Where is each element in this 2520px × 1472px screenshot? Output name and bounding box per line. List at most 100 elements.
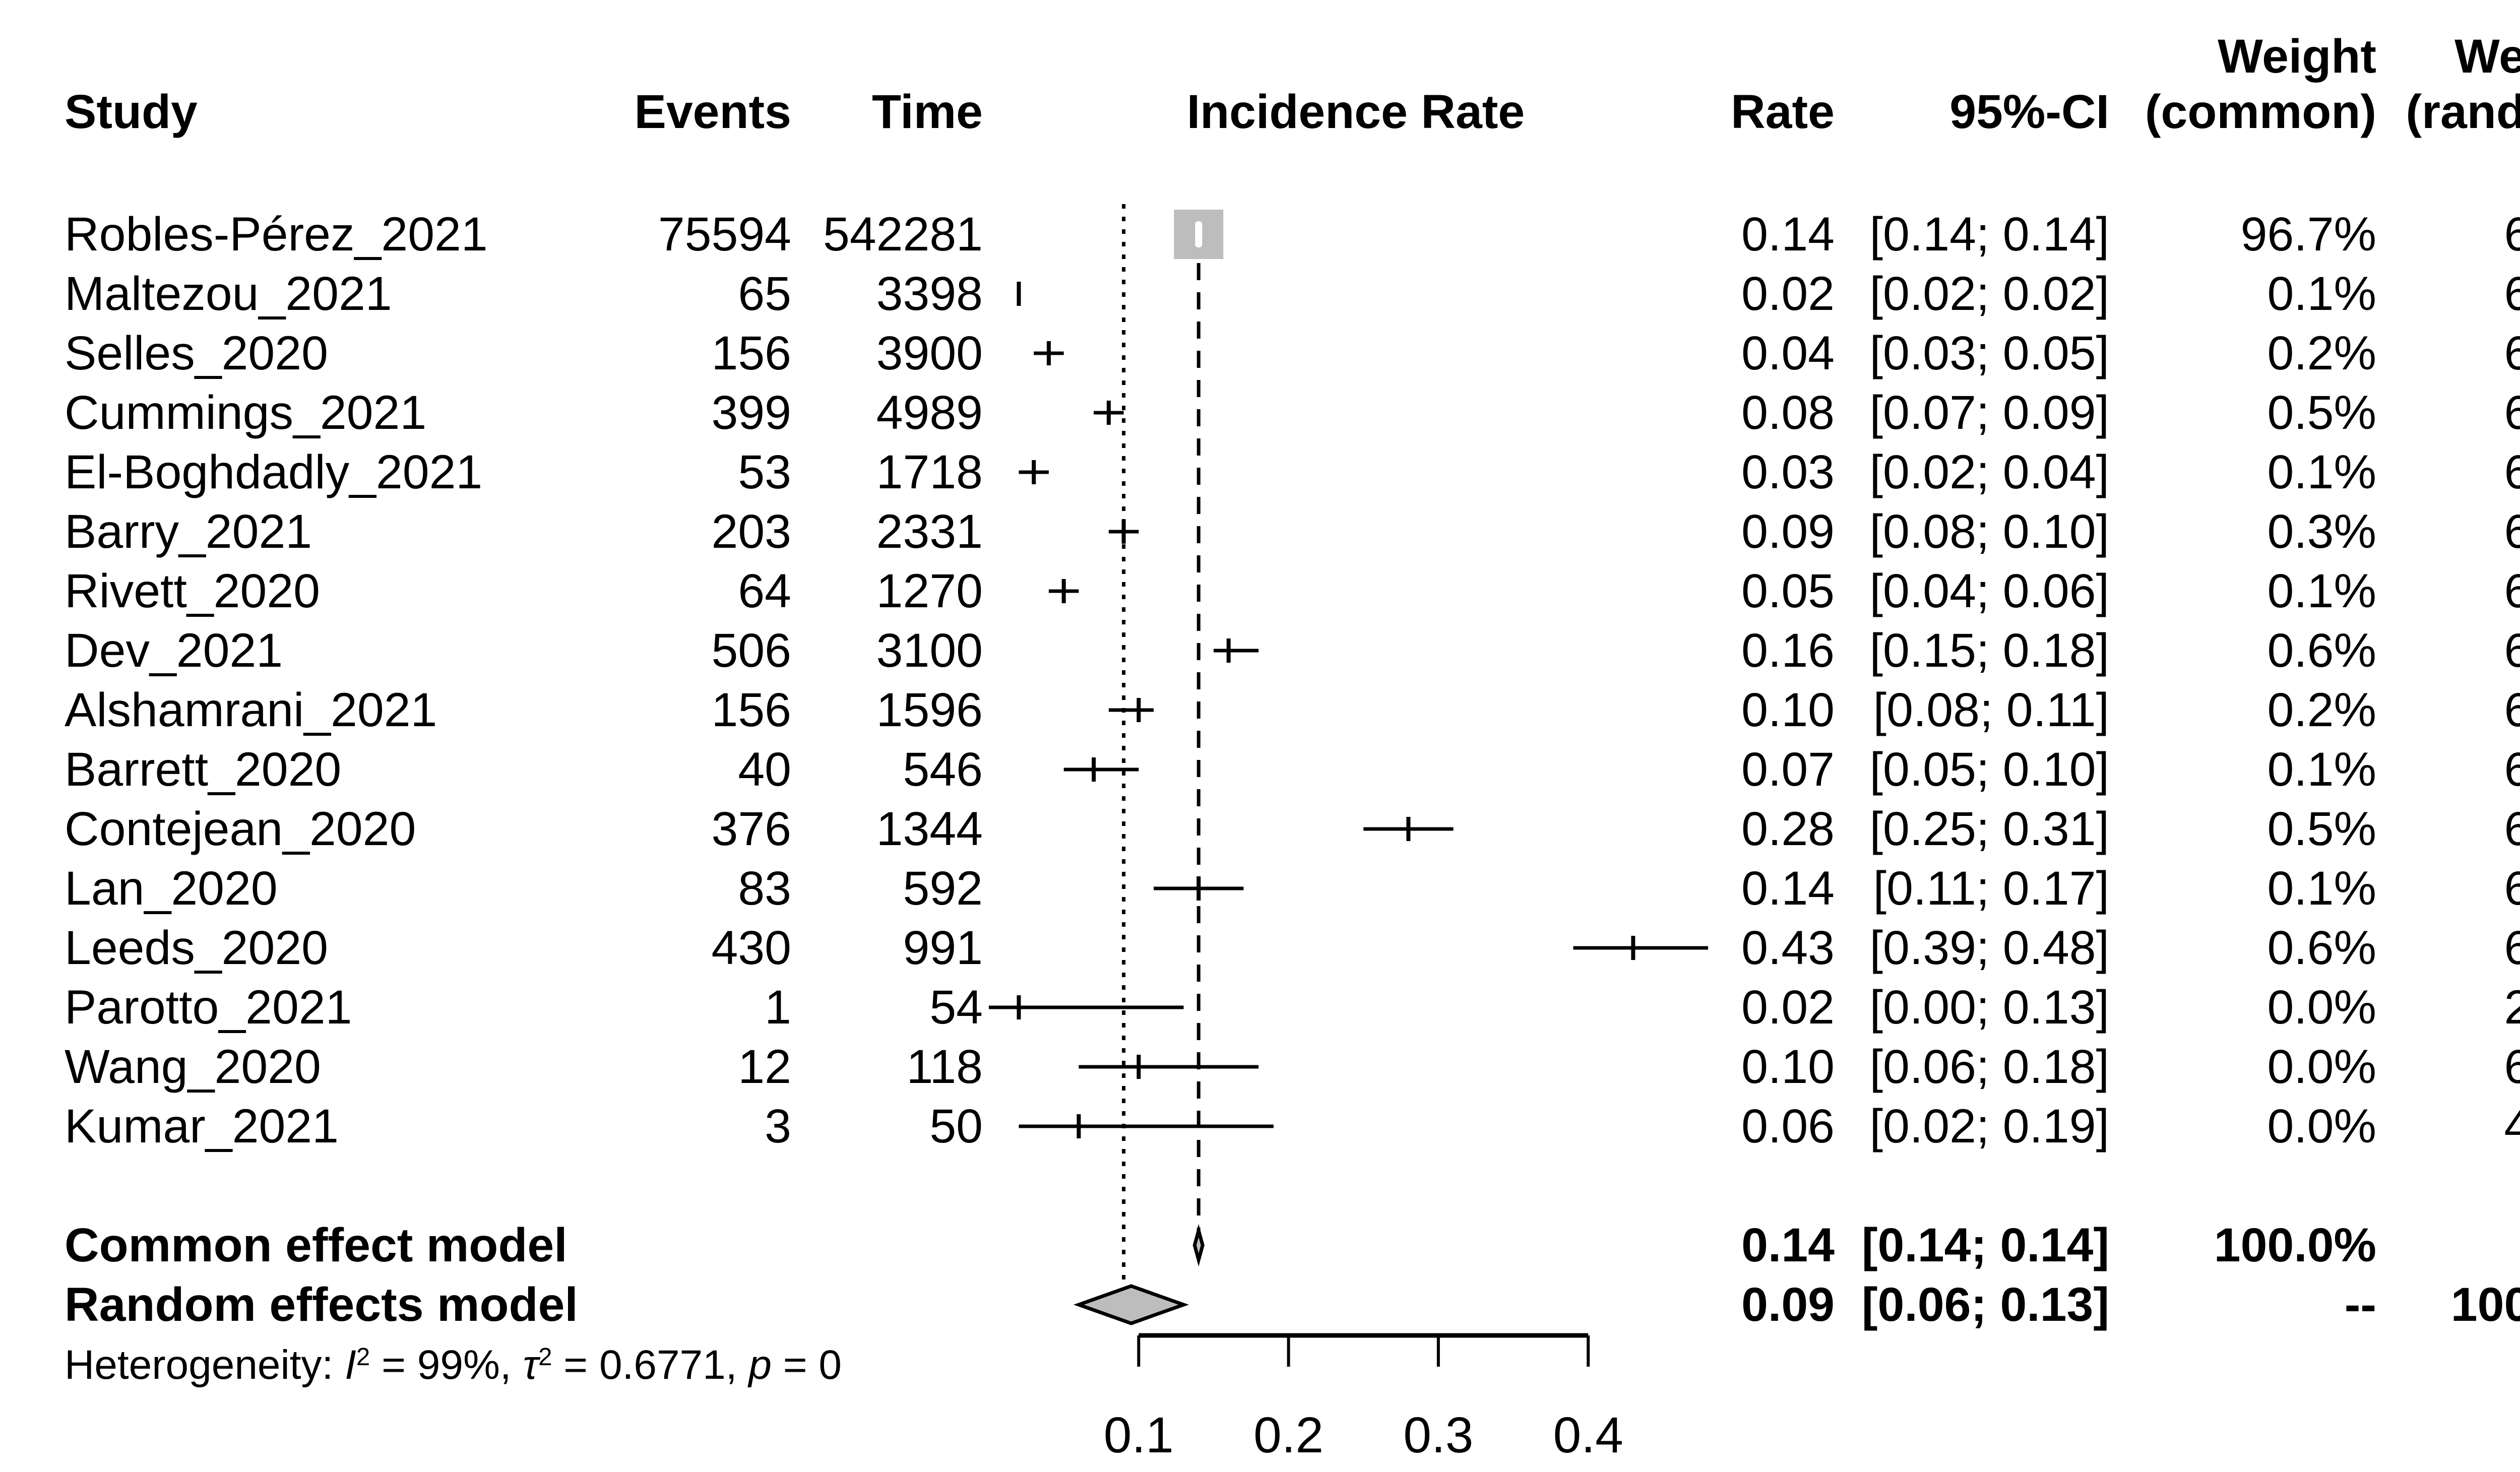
study-estimate-tick [1032, 460, 1036, 484]
study-time: 3100 [876, 624, 983, 677]
study-events: 156 [711, 683, 791, 737]
x-axis-tick-label: 0.4 [1553, 1407, 1623, 1463]
study-name: Selles_2020 [65, 327, 328, 380]
random-effects-diamond [1073, 1284, 1189, 1325]
header-weight-random-line2: (random) [2406, 85, 2520, 139]
study-events: 64 [738, 564, 791, 618]
summary-common-rate: 0.14 [1741, 1219, 1835, 1272]
study-events: 399 [711, 386, 791, 439]
study-time: 54 [929, 981, 983, 1034]
study-name: Wang_2020 [65, 1040, 321, 1094]
study-ci: [0.15; 0.18] [1869, 624, 2109, 677]
x-axis-tick-label: 0.3 [1403, 1407, 1474, 1463]
x-axis-tick-label: 0.2 [1253, 1407, 1324, 1463]
study-ci: [0.07; 0.09] [1869, 386, 2109, 439]
study-name: Dev_2021 [65, 624, 283, 677]
study-estimate-tick [1092, 757, 1096, 782]
header-study: Study [65, 85, 198, 139]
study-name: Leeds_2020 [65, 921, 329, 975]
het-tau-value: = 0.6771, [563, 1342, 737, 1388]
study-time: 546 [903, 743, 983, 796]
study-time: 1718 [876, 445, 983, 499]
study-rate: 0.16 [1741, 624, 1835, 677]
het-tau-sup: 2 [538, 1342, 552, 1371]
study-estimate-tick [1077, 1114, 1081, 1138]
x-axis-tick-label: 0.1 [1103, 1407, 1174, 1463]
study-name: El-Boghdadly_2021 [65, 445, 483, 499]
study-rate: 0.09 [1741, 505, 1835, 558]
study-rate: 0.28 [1741, 802, 1835, 856]
header-weight-common-line1: Weight [2218, 30, 2376, 83]
study-weight-common: 0.2% [2267, 683, 2376, 737]
study-weight-random: 6.7% [2504, 327, 2520, 380]
study-weight-random: 6.7% [2504, 802, 2520, 856]
study-estimate-tick [1121, 520, 1126, 544]
study-weight-common: 0.1% [2267, 743, 2376, 796]
study-ci: [0.06; 0.18] [1869, 1040, 2109, 1094]
study-weight-common: 0.5% [2267, 386, 2376, 439]
study-time: 1596 [876, 683, 983, 737]
study-events: 65 [738, 267, 791, 321]
study-ci: [0.04; 0.06] [1869, 564, 2109, 618]
summary-common-weight-random: -- [2366, 1215, 2520, 1275]
study-weight-random: 6.6% [2504, 564, 2520, 618]
header-weight-common-line2: (common) [2145, 85, 2376, 139]
study-weight-common: 0.6% [2267, 624, 2376, 677]
summary-random-rate: 0.09 [1741, 1278, 1835, 1331]
study-estimate-tick [1631, 936, 1635, 960]
study-name: Alshamrani_2021 [65, 683, 437, 737]
study-rate: 0.14 [1741, 862, 1835, 915]
study-rate: 0.43 [1741, 921, 1835, 975]
study-events: 53 [738, 445, 791, 499]
study-name: Lan_2020 [65, 862, 278, 915]
study-events: 12 [738, 1040, 791, 1094]
het-i-value: = 99%, [382, 1342, 512, 1388]
study-name: Barry_2021 [65, 505, 312, 558]
study-ci: [0.02; 0.02] [1869, 267, 2109, 321]
study-estimate-tick [1137, 1055, 1141, 1079]
study-events: 3 [765, 1100, 791, 1153]
study-events: 1 [765, 981, 791, 1034]
het-i-symbol: I [345, 1342, 356, 1388]
study-ci: [0.02; 0.19] [1869, 1100, 2109, 1153]
study-ci: [0.14; 0.14] [1869, 208, 2109, 261]
study-weight-random: 6.5% [2504, 743, 2520, 796]
study-rate: 0.10 [1741, 1040, 1835, 1094]
summary-common-label: Common effect model [65, 1219, 568, 1272]
study-ci: [0.25; 0.31] [1869, 802, 2109, 856]
study-events: 75594 [658, 208, 791, 261]
study-estimate-tick [1061, 579, 1066, 603]
study-weight-random: 6.7% [2504, 683, 2520, 737]
study-time: 118 [906, 1040, 983, 1094]
summary-random-weight-random: 100.0% [2450, 1278, 2520, 1331]
study-time: 542281 [823, 208, 983, 261]
study-ci: [0.08; 0.10] [1869, 505, 2109, 558]
study-events: 506 [711, 624, 791, 677]
heterogeneity-note: Heterogeneity: I2 = 99%, τ2 = 0.6771, p … [65, 1335, 842, 1395]
study-ci: [0.05; 0.10] [1869, 743, 2109, 796]
header-weight-random-line1: Weight [2454, 30, 2520, 83]
header-incidence-rate: Incidence Rate [1186, 85, 1525, 139]
study-time: 3900 [876, 327, 983, 380]
summary-random-ci: [0.06; 0.13] [1861, 1278, 2109, 1331]
study-time: 991 [903, 921, 983, 975]
header-rate: Rate [1731, 85, 1835, 139]
study-events: 40 [738, 743, 791, 796]
study-weight-random: 4.5% [2504, 1100, 2520, 1153]
het-p-value: = 0 [783, 1342, 842, 1388]
study-name: Contejean_2020 [65, 802, 416, 856]
study-ci: [0.11; 0.17] [1873, 862, 2109, 915]
het-p-symbol: p [748, 1342, 772, 1388]
study-estimate-tick [1195, 221, 1203, 247]
study-name: Parotto_2021 [65, 981, 352, 1034]
study-weight-common: 0.1% [2267, 267, 2376, 321]
header-time: Time [871, 85, 983, 139]
study-name: Kumar_2021 [65, 1100, 339, 1153]
summary-random-label: Random effects model [65, 1278, 578, 1331]
study-weight-random: 6.6% [2504, 267, 2520, 321]
study-rate: 0.04 [1741, 327, 1835, 380]
summary-common-ci: [0.14; 0.14] [1861, 1219, 2109, 1272]
het-i-sup: 2 [356, 1342, 370, 1371]
study-time: 592 [903, 862, 983, 915]
